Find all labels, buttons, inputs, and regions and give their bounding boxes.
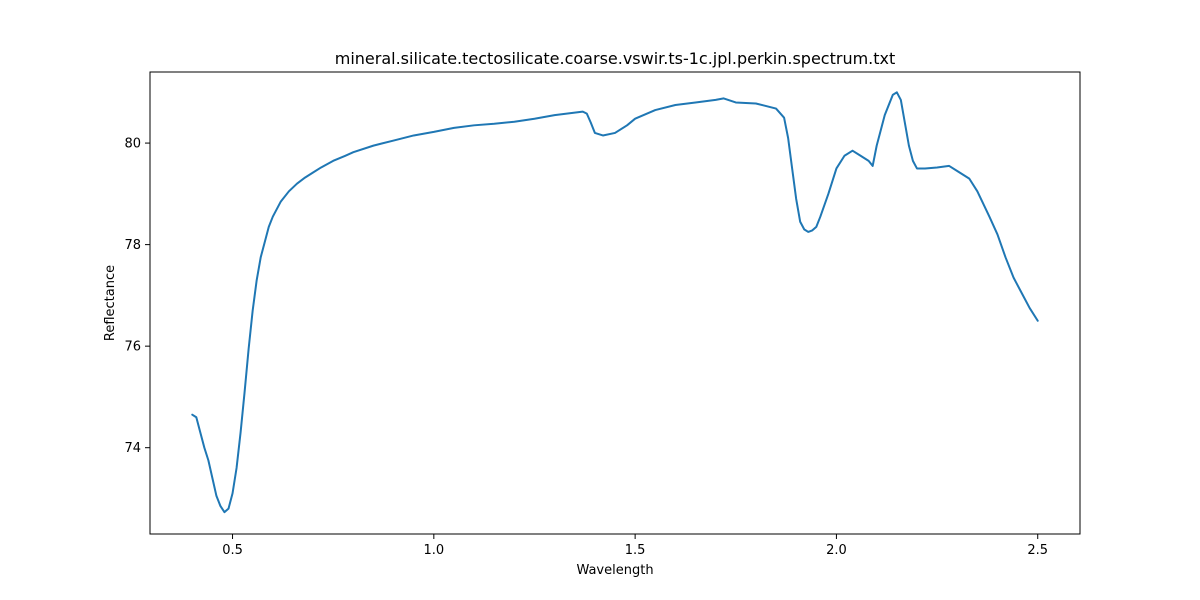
plot-frame: [149, 71, 1081, 535]
x-tick-label: 2.0: [826, 543, 847, 558]
x-tick-label: 1.5: [625, 543, 646, 558]
y-axis-label: Reflectance: [103, 265, 118, 341]
x-tick-label: 0.5: [222, 543, 243, 558]
x-tick-label: 1.0: [423, 543, 444, 558]
y-tick-label: 74: [124, 441, 141, 456]
y-tick-label: 78: [124, 238, 141, 253]
x-axis-label: Wavelength: [576, 563, 653, 578]
x-tick-label: 2.5: [1027, 543, 1048, 558]
plot-area: [191, 91, 1039, 514]
chart-title: mineral.silicate.tectosilicate.coarse.vs…: [335, 49, 896, 68]
series-line: [191, 91, 1039, 514]
y-tick-label: 80: [124, 137, 141, 152]
y-axis-ticks: 74 76 78 80: [124, 137, 150, 456]
x-axis-ticks: 0.5 1.0 1.5 2.0 2.5: [222, 534, 1048, 558]
y-tick-label: 76: [124, 340, 141, 355]
